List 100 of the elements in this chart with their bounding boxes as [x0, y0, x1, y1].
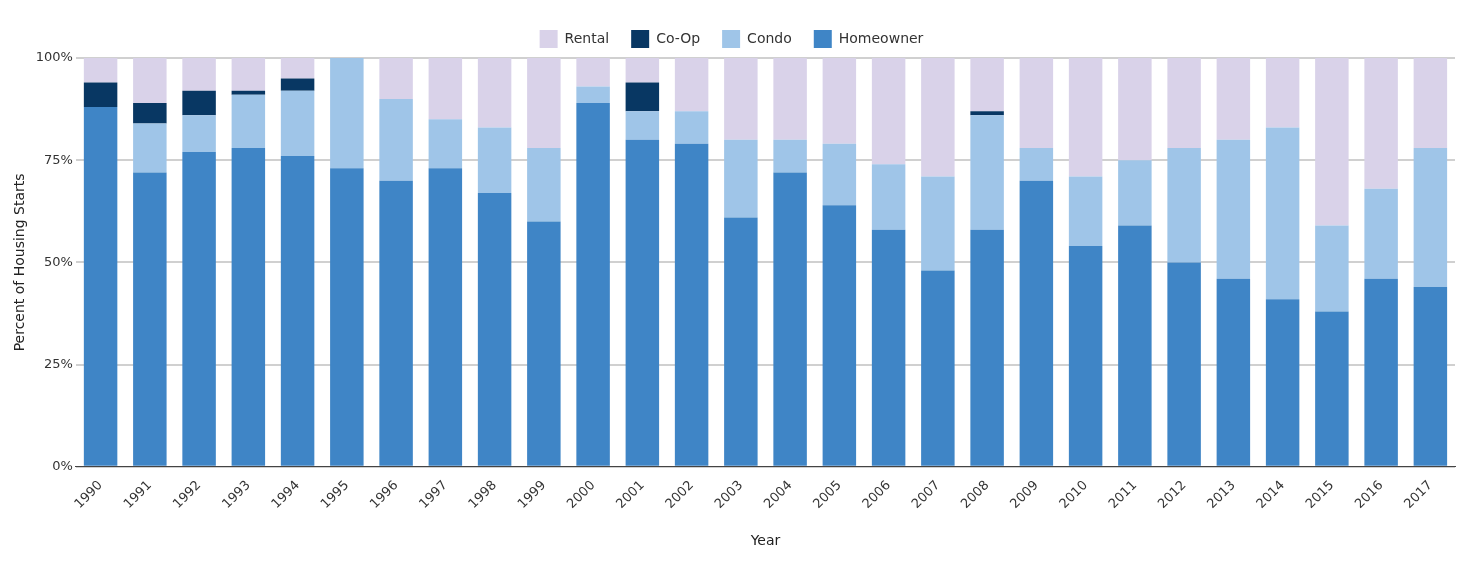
bar [625, 111, 660, 140]
bar [379, 98, 413, 181]
bar [182, 90, 216, 116]
bar [133, 58, 167, 103]
bar [1315, 225, 1349, 312]
x-axis-title: Year [749, 532, 781, 549]
bar [280, 90, 315, 157]
bar [724, 139, 758, 218]
bar [576, 86, 610, 103]
bar [231, 90, 266, 95]
bar [1167, 147, 1201, 263]
bar [182, 152, 216, 466]
bar [477, 192, 512, 466]
bar [477, 127, 512, 193]
bar [921, 270, 955, 466]
bar [1265, 127, 1300, 300]
bar [625, 139, 660, 466]
bar [1364, 278, 1398, 466]
bar [1315, 311, 1349, 466]
bar [674, 58, 709, 112]
bar [182, 115, 216, 153]
bar [773, 58, 807, 140]
bar [231, 147, 266, 466]
bar [428, 119, 463, 169]
bar [576, 58, 610, 87]
bar [871, 229, 906, 466]
y-tick-label: 75% [44, 151, 73, 167]
bar [773, 172, 807, 466]
bar [330, 168, 364, 466]
bar [83, 107, 118, 466]
bar [280, 58, 315, 79]
bar [970, 115, 1004, 230]
bar [477, 58, 512, 128]
bar [625, 82, 660, 112]
bar [1315, 58, 1349, 226]
bar [1167, 58, 1201, 148]
bar [133, 172, 167, 466]
bar [822, 205, 857, 466]
bar [83, 58, 118, 83]
bar [280, 156, 315, 466]
bar [1364, 188, 1398, 279]
bar [871, 58, 906, 165]
bar [231, 94, 266, 148]
bar [822, 143, 857, 206]
bar [1068, 58, 1103, 177]
legend-label: Rental [564, 29, 610, 46]
bar [428, 58, 463, 120]
bar [1019, 58, 1054, 148]
bar [527, 147, 561, 222]
bar [1413, 58, 1448, 148]
bar [133, 123, 167, 173]
bar [428, 168, 463, 466]
bar [724, 217, 758, 466]
bar [1167, 262, 1201, 466]
y-axis-title: Percent of Housing Starts [11, 173, 28, 352]
bar [379, 180, 413, 466]
bar [1068, 176, 1103, 247]
legend-label: Condo [747, 29, 792, 46]
legend-label: Co-Op [656, 29, 701, 46]
bar [871, 164, 906, 230]
bar [822, 58, 857, 144]
bar [724, 58, 758, 140]
bar [970, 58, 1004, 112]
bar [674, 111, 709, 144]
bar [1265, 299, 1300, 466]
bar [527, 221, 561, 466]
y-tick-label: 25% [44, 355, 73, 371]
bar [1068, 246, 1103, 466]
bar [1019, 180, 1054, 466]
bar [921, 58, 955, 177]
bar [1216, 139, 1251, 279]
bar [1118, 225, 1152, 466]
bar [970, 111, 1004, 116]
bar [674, 143, 709, 466]
bar [83, 82, 118, 108]
legend-label: Homeowner [838, 29, 924, 46]
bar [379, 58, 413, 99]
bar [576, 102, 610, 466]
y-tick-label: 50% [44, 253, 73, 269]
bar [1413, 286, 1448, 466]
bar [1118, 160, 1152, 226]
bar [280, 78, 315, 91]
bar [231, 58, 266, 91]
bar [1118, 58, 1152, 161]
bar [970, 229, 1004, 466]
bar [1019, 147, 1054, 181]
y-tick-label: 0% [52, 458, 73, 474]
bar [1216, 278, 1251, 466]
bar [773, 139, 807, 173]
bar [1265, 58, 1300, 128]
bar [1364, 58, 1398, 189]
bar [527, 58, 561, 148]
y-tick-label: 100% [35, 49, 73, 65]
bar [1216, 58, 1251, 140]
bar [330, 58, 364, 169]
bar [921, 176, 955, 271]
bar [182, 58, 216, 91]
bar [625, 58, 660, 83]
bar [133, 102, 167, 124]
bar [1413, 147, 1448, 287]
